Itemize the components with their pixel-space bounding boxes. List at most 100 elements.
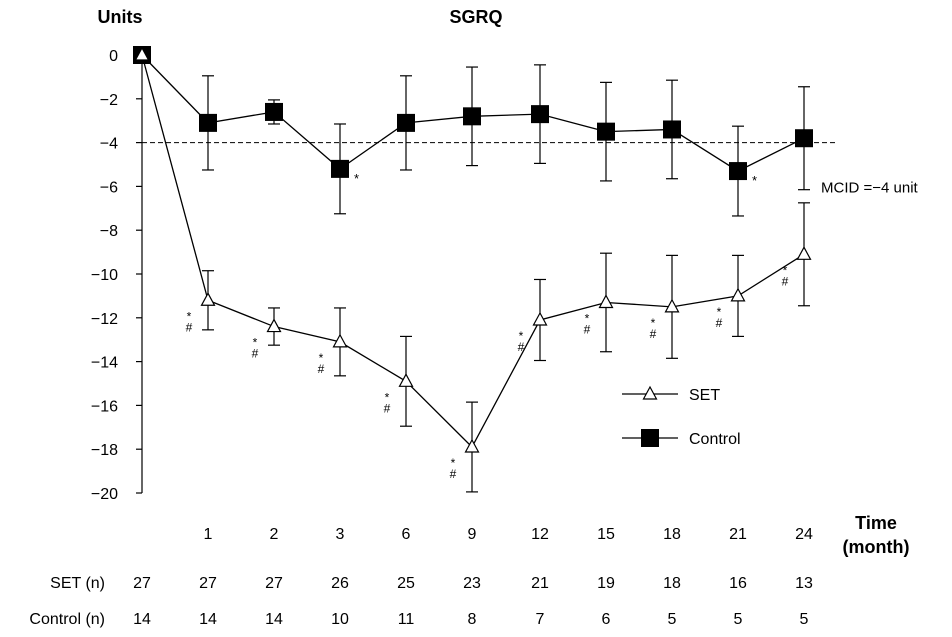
legend-item-set: SET: [622, 385, 720, 404]
n-value: 27: [199, 575, 217, 592]
chart-title: SGRQ: [449, 7, 502, 27]
data-point-control: [331, 159, 349, 178]
x-tick-label: 3: [336, 526, 345, 543]
significance-mark: #: [450, 467, 457, 481]
series-layer: * **#*# *#*#*#*#*# *#*#*#: [133, 46, 813, 493]
data-point-set: [598, 294, 614, 309]
significance-mark: *: [783, 263, 788, 277]
series-control: * *: [133, 46, 813, 217]
data-point-control: [265, 102, 283, 121]
data-point-set: [266, 318, 282, 333]
n-value: 13: [795, 575, 813, 592]
sample-size-table: SET (n) 27 27 27 26 25 23 21 19 18 16 13 Control (n)…: [29, 575, 813, 628]
data-point-set: [796, 246, 812, 260]
significance-mark: #: [318, 362, 325, 376]
significance-mark: *: [385, 390, 390, 404]
data-point-set: [532, 311, 548, 326]
legend-marker-set: [642, 385, 658, 400]
x-tick-label: 12: [531, 526, 549, 543]
n-value: 14: [265, 611, 283, 628]
data-point-set: [730, 287, 746, 302]
y-tick-label: −6: [100, 179, 118, 196]
y-tick-label: −12: [91, 311, 118, 328]
n-value: 26: [331, 575, 349, 592]
legend-label: Control: [689, 431, 741, 448]
significance-mark: #: [384, 401, 391, 415]
n-value: 16: [729, 575, 747, 592]
y-tick-label: −10: [91, 267, 118, 284]
n-value: 25: [397, 575, 415, 592]
significance-mark: *: [253, 336, 258, 350]
n-value: 5: [734, 611, 743, 628]
significance-mark: *: [651, 316, 656, 330]
significance-mark: #: [518, 340, 525, 354]
data-point-control: [795, 129, 813, 148]
n-value: 5: [668, 611, 677, 628]
data-point-control: [597, 122, 615, 141]
significance-mark: *: [752, 173, 757, 188]
significance-mark: #: [252, 347, 259, 361]
x-axis-label-line2: (month): [843, 537, 910, 557]
significance-mark: *: [187, 309, 192, 323]
data-point-set: [134, 46, 150, 61]
x-axis-tick-labels: 1 2 3 6 9 12 15 18 21 24: [204, 526, 813, 543]
data-point-set: [464, 438, 480, 453]
n-value: 7: [536, 611, 545, 628]
n-row-label: Control (n): [29, 611, 105, 628]
x-tick-label: 2: [270, 526, 279, 543]
n-value: 8: [468, 611, 477, 628]
n-value: 10: [331, 611, 349, 628]
y-axis-ticks: 0 −2 −4 −6 −8 −10 −12 −14 −16 −18 −20: [91, 48, 142, 503]
significance-mark: *: [354, 171, 359, 186]
y-tick-label: −2: [100, 92, 118, 109]
series-set: *#*# *#*#*#*#*# *#*#*#: [134, 46, 812, 493]
legend: SET Control: [622, 385, 741, 448]
x-tick-label: 24: [795, 526, 813, 543]
y-tick-label: −14: [91, 355, 118, 372]
x-tick-label: 15: [597, 526, 615, 543]
data-point-set: [664, 298, 680, 313]
data-point-control: [199, 113, 217, 132]
x-tick-label: 18: [663, 526, 681, 543]
n-value: 18: [663, 575, 681, 592]
mcid-label: MCID =−4 unit: [821, 179, 919, 196]
data-point-control: [663, 120, 681, 139]
x-tick-label: 21: [729, 526, 747, 543]
n-value: 23: [463, 575, 481, 592]
data-point-control: [463, 107, 481, 126]
significance-mark: #: [584, 322, 591, 336]
x-tick-label: 1: [204, 526, 213, 543]
significance-mark: *: [319, 351, 324, 365]
n-value: 19: [597, 575, 615, 592]
n-value: 14: [199, 611, 217, 628]
mcid-reference: MCID =−4 unit: [142, 142, 919, 196]
significance-mark: #: [186, 320, 193, 334]
y-tick-label: −4: [100, 136, 118, 153]
y-tick-label: −20: [91, 486, 118, 503]
n-value: 5: [800, 611, 809, 628]
legend-item-control: Control: [622, 429, 741, 448]
significance-mark: *: [519, 329, 524, 343]
legend-marker-control: [641, 429, 659, 447]
data-point-set: [332, 333, 348, 348]
n-value: 14: [133, 611, 151, 628]
n-value: 27: [133, 575, 151, 592]
significance-mark: *: [451, 456, 456, 470]
n-value: 21: [531, 575, 549, 592]
y-tick-label: −8: [100, 223, 118, 240]
x-tick-label: 9: [468, 526, 477, 543]
y-tick-label: −18: [91, 442, 118, 459]
data-point-set: [398, 373, 414, 387]
significance-mark: #: [650, 327, 657, 341]
n-row-label: SET (n): [50, 575, 105, 592]
significance-mark: *: [717, 305, 722, 319]
n-value: 11: [398, 611, 415, 628]
x-axis-label-line1: Time: [855, 513, 897, 533]
significance-mark: #: [782, 274, 789, 288]
significance-mark: #: [716, 316, 723, 330]
x-tick-label: 6: [402, 526, 411, 543]
data-point-set: [200, 292, 216, 306]
data-point-control: [531, 105, 549, 124]
n-value: 27: [265, 575, 283, 592]
